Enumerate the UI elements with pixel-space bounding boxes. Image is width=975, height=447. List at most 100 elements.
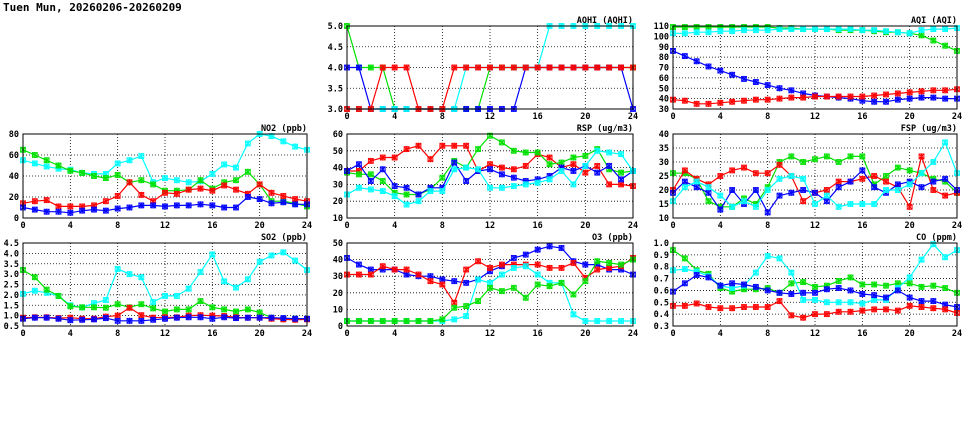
data-point-star (823, 187, 830, 193)
data-point-star (894, 90, 901, 97)
data-point (510, 166, 517, 173)
data-point (209, 315, 216, 322)
data-point-star (859, 153, 866, 160)
data-point (244, 314, 251, 321)
data-point-star (906, 167, 913, 174)
data-point (871, 184, 878, 191)
data-point (847, 308, 854, 315)
data-point (883, 187, 889, 193)
y-tick-label: 1.0 (4, 312, 19, 322)
data-point-star (681, 178, 688, 185)
data-point (451, 304, 458, 311)
data-point-star (510, 166, 517, 173)
data-point-star (522, 294, 529, 301)
data-point (31, 152, 38, 158)
data-point-star (871, 92, 878, 99)
data-point-star (918, 32, 925, 39)
data-point (451, 142, 458, 149)
data-point-star (883, 173, 889, 179)
page-title: Tuen Mun, 20260206-20260209 (3, 1, 182, 14)
data-point (233, 177, 239, 184)
data-point-star (114, 301, 121, 308)
data-point (256, 181, 263, 188)
data-point (764, 170, 771, 177)
x-tick-label: 24 (628, 112, 638, 122)
data-point-star (280, 192, 287, 199)
data-point (43, 208, 50, 215)
data-point-star (221, 278, 228, 285)
data-point-star (197, 201, 204, 208)
data-point-star (894, 181, 901, 188)
plot-border (22, 133, 308, 219)
data-point-star (717, 67, 724, 74)
y-tick-label: 80 (9, 130, 19, 140)
data-point (705, 274, 712, 281)
data-point (546, 176, 553, 183)
data-point (752, 96, 759, 103)
data-point (558, 279, 565, 286)
data-point (43, 197, 50, 204)
data-point-star (138, 177, 145, 184)
data-point-star (606, 181, 613, 188)
data-point (185, 186, 192, 193)
y-tick-label: 4.5 (328, 43, 343, 53)
data-point (510, 183, 517, 190)
data-point (499, 164, 505, 171)
data-point (451, 278, 458, 285)
data-point (752, 304, 759, 311)
data-point (930, 26, 937, 33)
data-point-star (883, 306, 889, 313)
data-point (800, 314, 807, 321)
data-point-star (280, 199, 287, 206)
data-point-star (403, 266, 410, 273)
data-point (522, 251, 529, 258)
data-point (859, 93, 866, 100)
panel-title: AQHI (AQHI) (577, 16, 633, 26)
data-point-star (487, 284, 493, 291)
data-point-star (292, 143, 299, 150)
data-point (439, 188, 446, 195)
data-point (439, 142, 446, 149)
data-point-star (367, 178, 374, 185)
x-tick-label: 24 (628, 329, 638, 339)
x-tick-label: 8 (440, 329, 445, 339)
data-point-star (752, 96, 759, 103)
data-point-star (906, 181, 913, 188)
data-point (367, 178, 374, 185)
data-point-star (594, 266, 601, 273)
data-point-star (256, 309, 263, 316)
data-point-star (499, 288, 505, 295)
data-point-star (871, 292, 878, 299)
data-point (510, 284, 517, 291)
data-point-star (835, 308, 842, 315)
data-point-star (942, 192, 949, 199)
data-point-star (847, 299, 854, 306)
data-point-star (812, 283, 818, 290)
data-point (79, 304, 86, 311)
data-point (499, 139, 505, 146)
data-point (705, 24, 712, 31)
data-point (812, 296, 818, 303)
data-point-star (244, 168, 251, 175)
data-point-star (197, 314, 204, 321)
data-point-star (582, 169, 589, 176)
data-point (741, 97, 747, 104)
data-point-star (788, 94, 795, 101)
data-point-star (451, 316, 458, 323)
data-point-star (705, 24, 712, 31)
data-point-star (717, 173, 724, 179)
data-point (197, 201, 204, 208)
x-tick-label: 0 (670, 329, 675, 339)
data-point (823, 311, 830, 318)
data-point (942, 95, 949, 102)
data-point-star (209, 202, 216, 209)
y-tick-label: 10 (333, 305, 343, 315)
data-point (379, 178, 386, 185)
data-point-star (439, 188, 446, 195)
data-point-star (894, 287, 901, 294)
data-point (764, 187, 771, 193)
data-point-star (280, 138, 287, 145)
data-point (894, 287, 901, 294)
data-point (126, 304, 133, 311)
data-point-star (244, 314, 251, 321)
